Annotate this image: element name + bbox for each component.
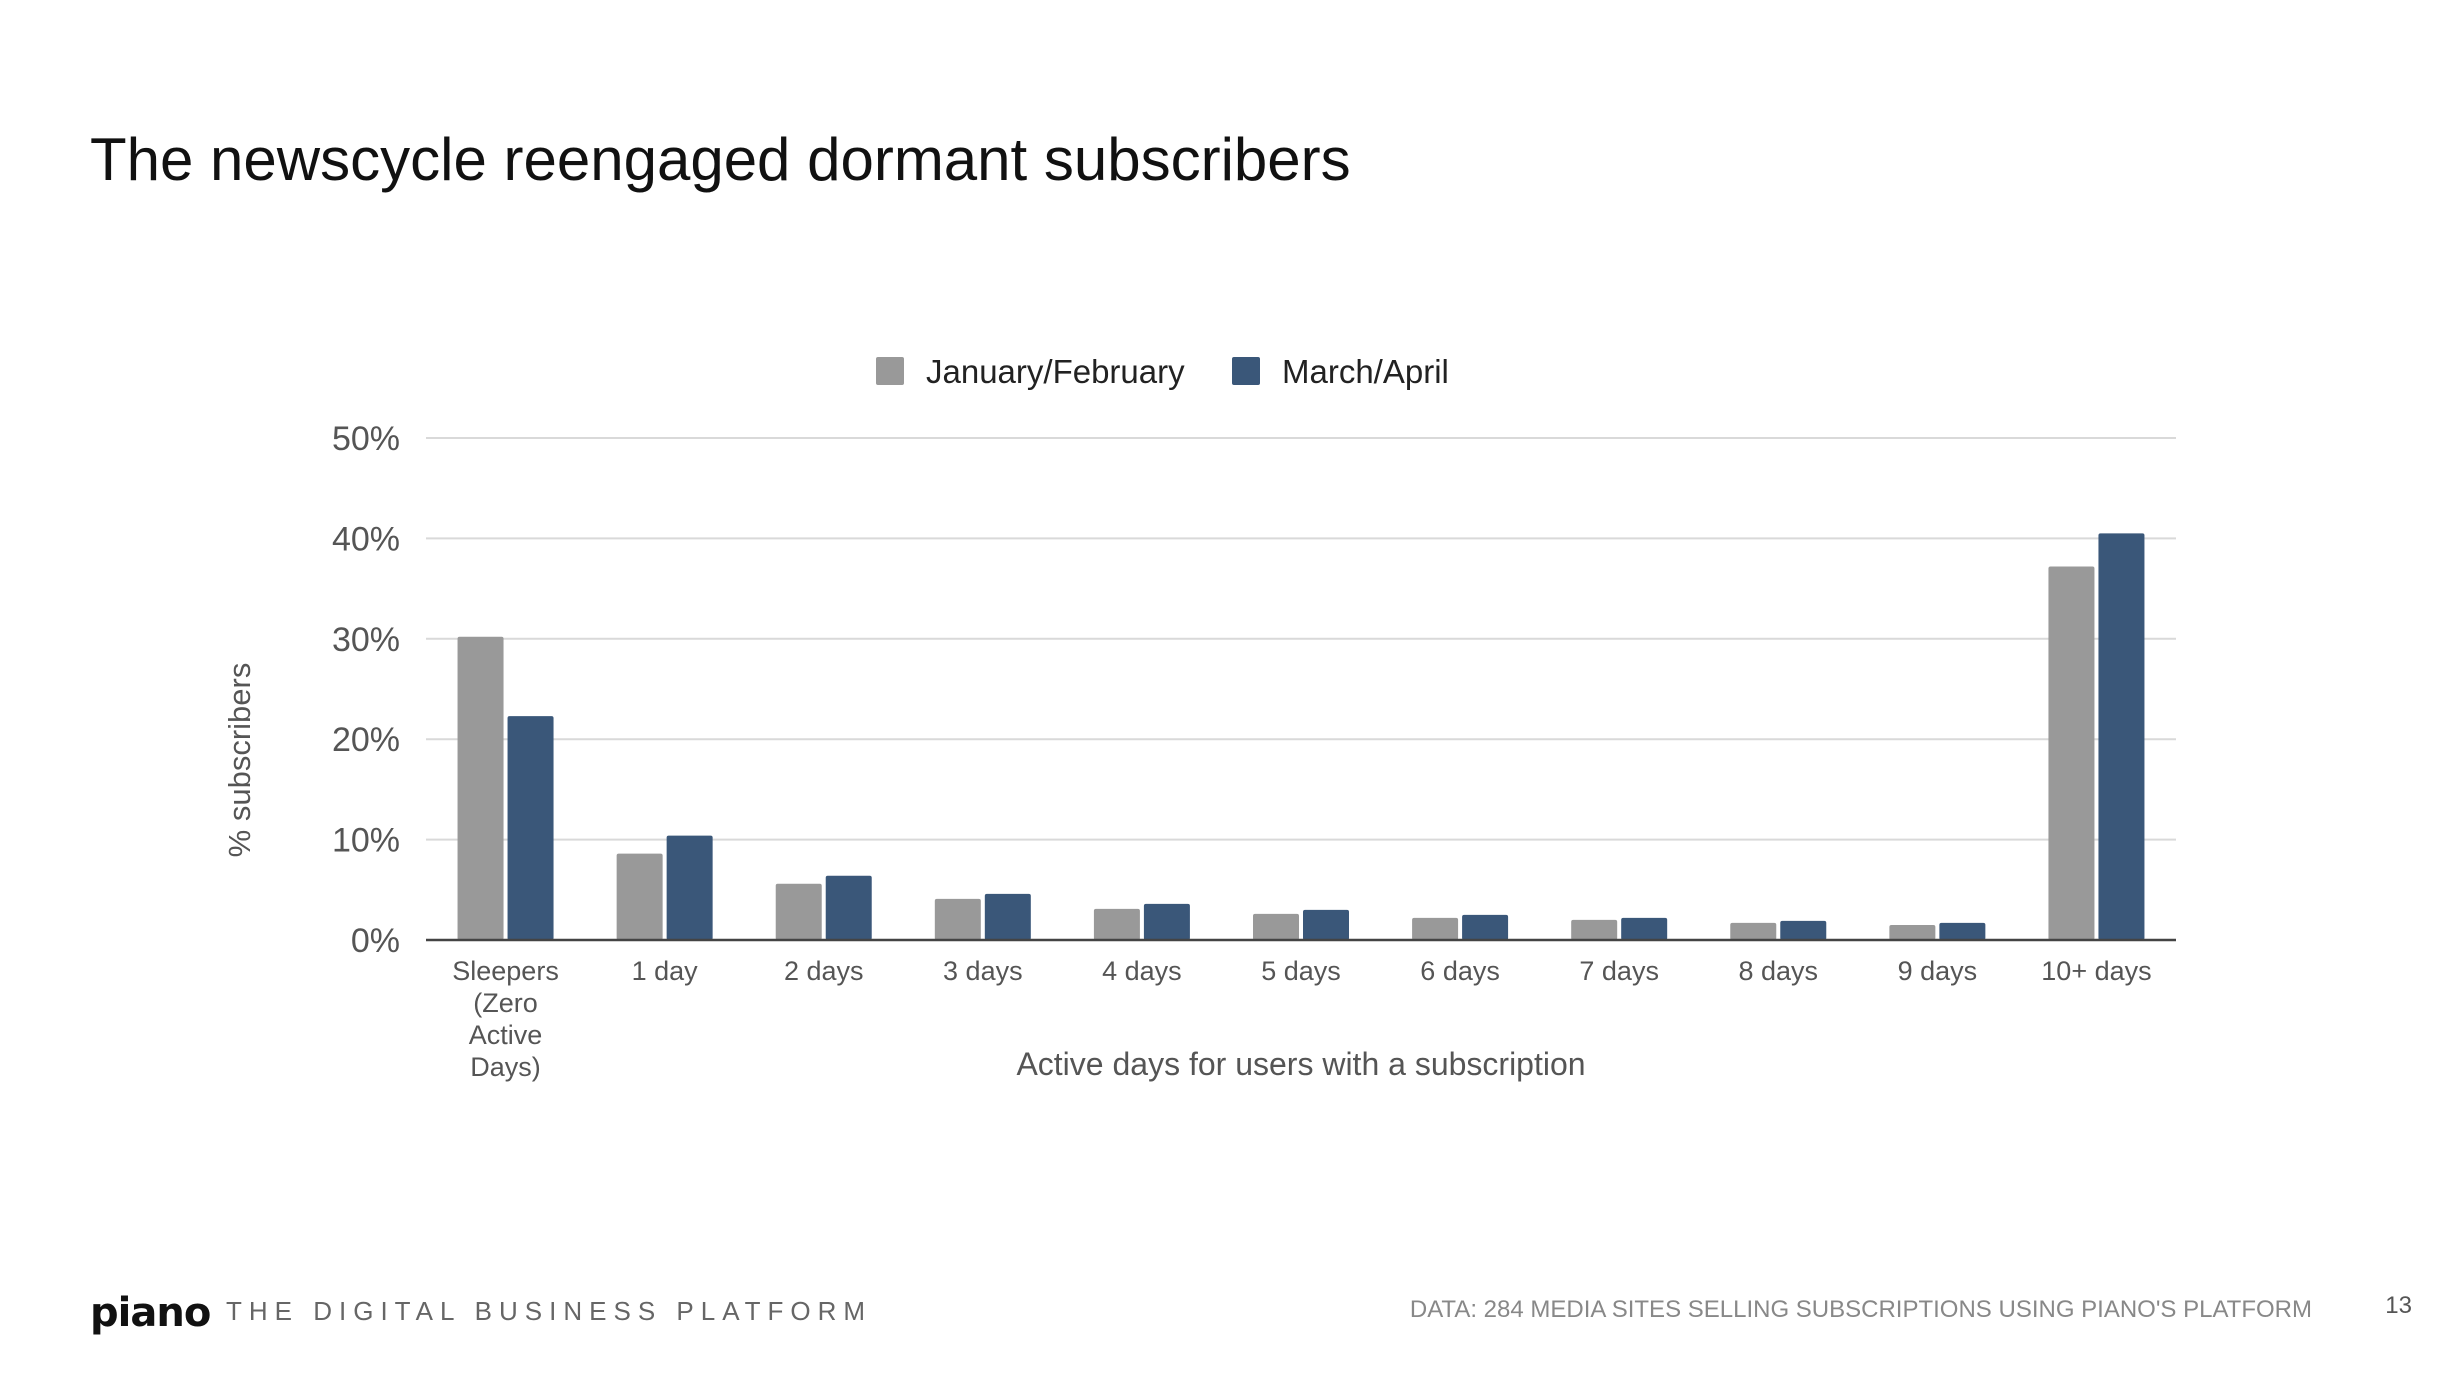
y-axis-title: % subscribers [222, 663, 257, 858]
x-tick-label: 6 days [1420, 956, 1500, 986]
bar-mar-apr [1939, 922, 1986, 940]
x-tick-label: (Zero [473, 988, 538, 1018]
bar-jan-feb [1093, 908, 1140, 940]
bar-jan-feb [1412, 917, 1459, 940]
bar-jan-feb [457, 636, 504, 940]
x-tick-label: 4 days [1102, 956, 1182, 986]
bar-jan-feb [1571, 919, 1618, 940]
bar-jan-feb [1253, 913, 1299, 940]
x-tick-label: 3 days [943, 956, 1023, 986]
bar-jan-feb [2048, 566, 2095, 940]
bar-mar-apr [1303, 909, 1349, 940]
footer-source: DATA: 284 MEDIA SITES SELLING SUBSCRIPTI… [1409, 1296, 2312, 1323]
bar-mar-apr [984, 893, 1031, 940]
y-tick-label: 50% [332, 420, 400, 458]
bar-mar-apr [507, 716, 554, 940]
bar-jan-feb [775, 883, 822, 940]
x-tick-label: 10+ days [2041, 956, 2151, 986]
bar-mar-apr [2098, 533, 2145, 940]
x-tick-label: Days) [470, 1052, 541, 1082]
y-tick-label: 10% [332, 822, 400, 860]
bar-mar-apr [1462, 914, 1509, 940]
y-tick-label: 20% [332, 721, 400, 759]
x-tick-label: 5 days [1261, 956, 1341, 986]
bar-mar-apr [666, 835, 713, 940]
y-tick-label: 30% [332, 621, 400, 659]
piano-logo: piano [90, 1290, 211, 1336]
bar-jan-feb [616, 853, 663, 940]
bar-mar-apr [1621, 917, 1668, 940]
bar-jan-feb [1730, 922, 1777, 940]
legend-swatch [1232, 357, 1260, 385]
legend-label: March/April [1282, 353, 1449, 390]
x-tick-label: 9 days [1898, 956, 1978, 986]
x-tick-label: 8 days [1738, 956, 1818, 986]
x-axis-title: Active days for users with a subscriptio… [1016, 1046, 1585, 1082]
footer-tagline: THE DIGITAL BUSINESS PLATFORM [226, 1296, 873, 1326]
x-tick-label: 2 days [784, 956, 864, 986]
bar-jan-feb [1889, 924, 1936, 940]
x-tick-label: 7 days [1579, 956, 1659, 986]
bar-mar-apr [1143, 903, 1190, 940]
slide-title: The newscycle reengaged dormant subscrib… [90, 126, 1351, 193]
legend-label: January/February [926, 353, 1185, 390]
bar-mar-apr [1780, 920, 1827, 940]
page-number: 13 [2385, 1292, 2412, 1319]
bar-jan-feb [934, 898, 981, 940]
legend-swatch [876, 357, 904, 385]
y-tick-label: 0% [351, 922, 400, 960]
y-tick-label: 40% [332, 520, 400, 558]
x-tick-label: Sleepers [452, 956, 559, 986]
bar-mar-apr [825, 875, 872, 940]
x-tick-label: 1 day [632, 956, 699, 986]
x-tick-label: Active [469, 1020, 543, 1050]
